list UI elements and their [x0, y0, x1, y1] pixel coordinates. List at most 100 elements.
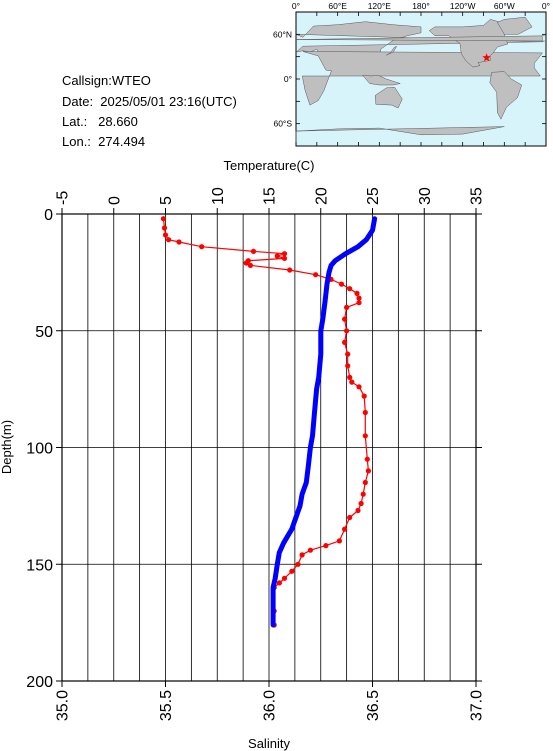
temperature-point — [358, 500, 364, 507]
temperature-point — [274, 253, 280, 259]
temperature-point — [347, 286, 353, 292]
temperature-point — [166, 237, 172, 243]
temperature-point — [287, 267, 293, 273]
salinity-line — [270, 216, 378, 628]
salinity-tick-label: 36.5 — [365, 690, 382, 721]
temperature-tick-label: 10 — [210, 187, 227, 205]
temperature-point — [313, 272, 319, 278]
temperature-point — [342, 526, 348, 532]
temperature-tick-label: 20 — [313, 187, 330, 205]
temperature-point — [336, 538, 342, 544]
temperature-point — [250, 248, 257, 254]
temperature-point — [342, 339, 348, 345]
temperature-point — [360, 491, 366, 497]
map-labels: 0° 60°E 120°E 180° 120°W 60°W 0° 60°N 0° 60°S — [273, 1, 550, 129]
temperature-tick-label: 25 — [365, 187, 382, 205]
map-longitude-label: 120°W — [450, 1, 476, 11]
temperature-point — [345, 363, 351, 369]
map-longitude-label: 0° — [292, 1, 300, 11]
temperature-tick-label: -5 — [55, 191, 72, 205]
temperature-point — [342, 316, 348, 322]
temperature-point — [365, 468, 371, 474]
y-tick-label: 150 — [26, 557, 53, 574]
map-longitude-label: 0° — [542, 1, 550, 11]
australia-land — [374, 86, 403, 109]
temperature-point — [161, 225, 168, 231]
temperature-point — [281, 255, 288, 261]
uk-land — [295, 35, 545, 43]
map-longitude-label: 60°E — [328, 1, 347, 11]
temperature-point — [162, 232, 169, 238]
map-latitude-label: 60°N — [273, 29, 292, 39]
temperature-point — [356, 300, 362, 306]
map-longitude-label: 180° — [412, 1, 430, 11]
salinity-tick-label: 36.0 — [262, 690, 279, 721]
date-text: Date: 2025/05/01 23:16(UTC) — [62, 94, 237, 109]
map-land — [295, 16, 545, 146]
temperature-point — [307, 547, 313, 553]
map-frame-ticks — [295, 12, 547, 146]
temperature-point — [344, 304, 350, 310]
bottom-axis-title: Salinity — [248, 736, 290, 751]
map-longitude-label: 120°E — [368, 1, 392, 11]
temperature-point — [281, 251, 288, 257]
temperature-tick-label: 35 — [469, 187, 486, 205]
temperature-point — [364, 456, 370, 462]
map-latitude-label: 0° — [284, 74, 292, 84]
world-map: 0° 60°E 120°E 180° 120°W 60°W 0° 60°N 0° 60°S — [273, 1, 550, 147]
y-tick-label: 0 — [44, 207, 53, 224]
y-tick-label: 50 — [35, 324, 53, 341]
temperature-point — [356, 295, 362, 301]
top-axis-title: Temperature(C) — [223, 158, 314, 173]
north-america-land — [428, 19, 509, 68]
temperature-point — [362, 479, 368, 486]
temperature-point — [243, 260, 249, 266]
temperature-point — [344, 328, 350, 334]
indonesia-land — [362, 75, 402, 86]
temperature-point — [355, 507, 361, 514]
y-tick-label: 200 — [26, 674, 53, 691]
chart-grid — [62, 214, 476, 681]
temperature-point — [323, 543, 329, 549]
south-america-land — [489, 71, 523, 120]
temperature-tick-label: 30 — [417, 187, 434, 205]
temperature-point — [338, 281, 345, 287]
salinity-tick-label: 35.0 — [55, 690, 72, 721]
chart-series — [160, 216, 378, 628]
map-latitude-label: 60°S — [273, 119, 292, 129]
temperature-point — [299, 552, 305, 558]
greenland-land — [497, 16, 533, 35]
callsign-text: Callsign:WTEO — [62, 73, 151, 88]
latitude-text: Lat.: 28.660 — [62, 114, 138, 129]
temperature-point — [362, 433, 368, 439]
temperature-line — [162, 218, 370, 625]
temperature-point — [281, 575, 288, 581]
temperature-point — [345, 351, 351, 357]
temperature-point — [160, 216, 166, 222]
longitude-text: Lon.: 274.494 — [62, 134, 146, 149]
temperature-point — [362, 409, 368, 416]
salinity-tick-label: 35.5 — [158, 690, 175, 721]
temperature-tick-label: 5 — [158, 196, 175, 205]
temperature-point — [356, 384, 362, 390]
temperature-point — [276, 580, 282, 586]
station-marker — [482, 53, 491, 62]
y-axis-title: Depth(m) — [0, 420, 14, 474]
antarctica-land — [295, 126, 505, 146]
temperature-point — [289, 568, 295, 574]
station-star-icon — [482, 53, 491, 62]
temperature-point — [295, 561, 301, 567]
temperature-tick-label: 15 — [262, 187, 279, 205]
temperature-point — [347, 514, 353, 521]
map-longitude-label: 60°W — [494, 1, 515, 11]
temperature-point — [176, 239, 182, 245]
temperature-point — [361, 393, 367, 399]
temperature-tick-label: 0 — [106, 196, 123, 205]
temperature-point — [349, 379, 355, 385]
temperature-point — [199, 244, 205, 250]
temperature-point — [354, 290, 360, 296]
temperature-point — [347, 374, 353, 380]
